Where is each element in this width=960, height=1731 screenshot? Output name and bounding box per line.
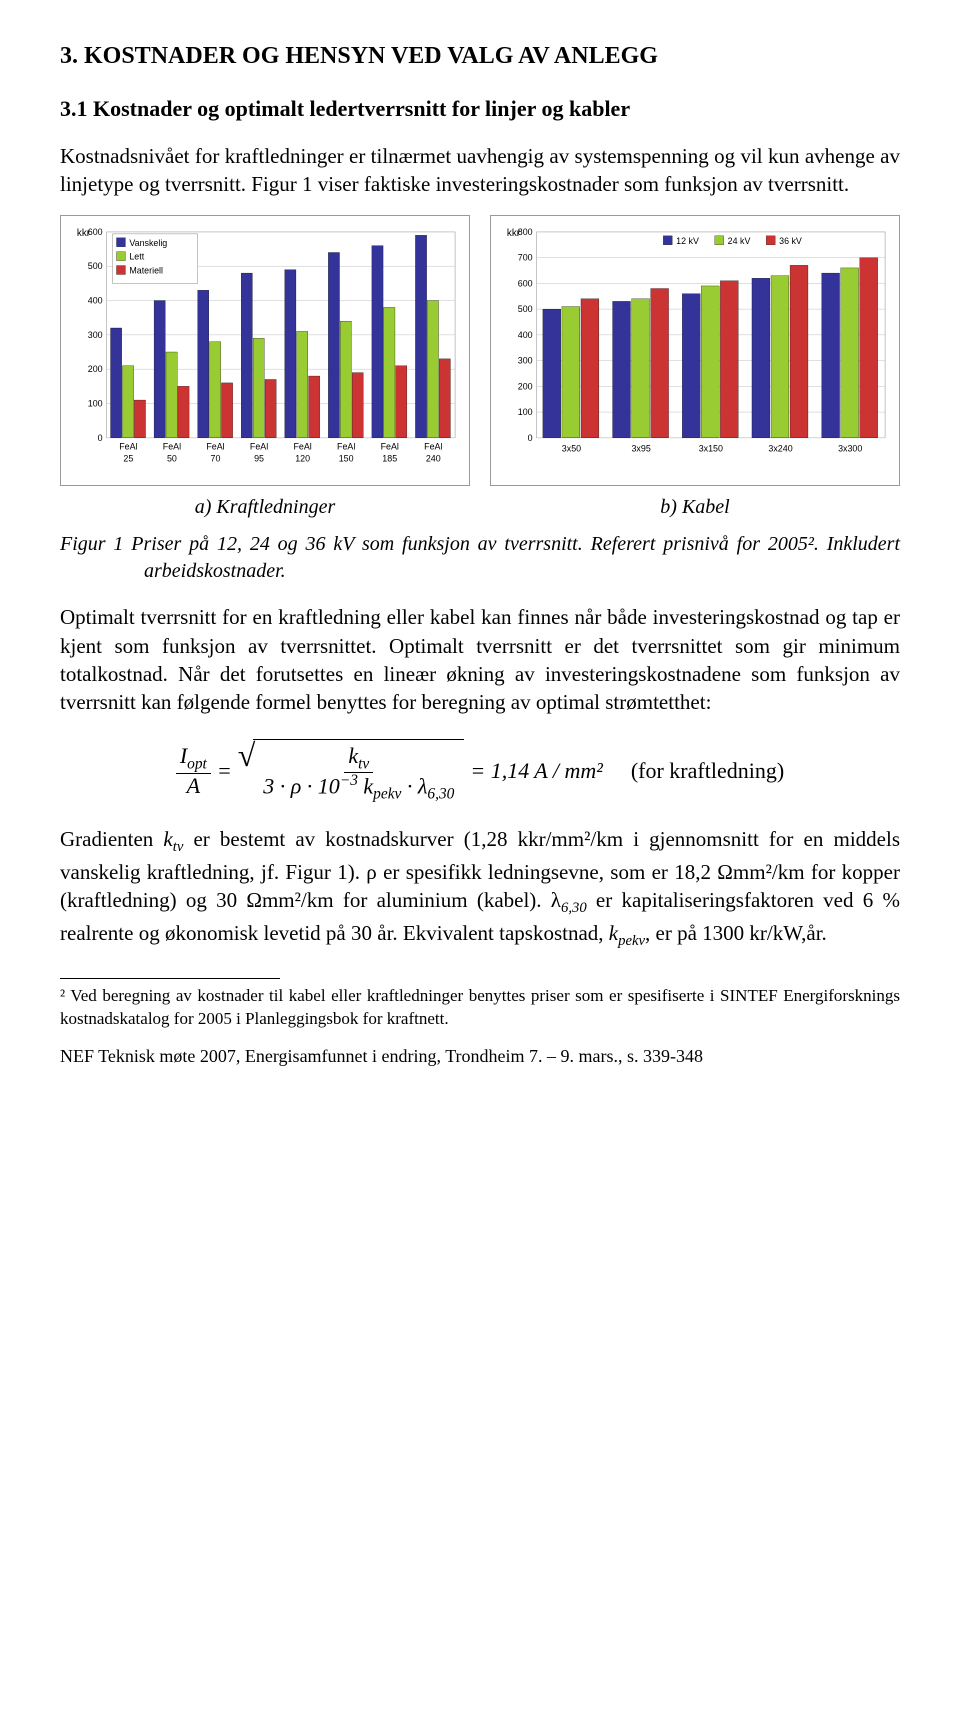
para-1: Kostnadsnivået for kraftledninger er til…	[60, 142, 900, 199]
svg-text:3x300: 3x300	[838, 443, 862, 453]
svg-text:FeAl: FeAl	[206, 441, 224, 451]
svg-text:36 kV: 36 kV	[779, 236, 802, 246]
formula: Iopt A = √ ktv 3 · ρ · 10−3 kpekv · λ6,3…	[176, 739, 603, 803]
footnote: ² Ved beregning av kostnader til kabel e…	[60, 985, 900, 1029]
para-3: Gradienten ktv er bestemt av kostnadskur…	[60, 825, 900, 952]
svg-text:3x150: 3x150	[699, 443, 723, 453]
caption-row: a) Kraftledninger b) Kabel	[60, 494, 900, 521]
svg-text:12 kV: 12 kV	[676, 236, 699, 246]
chart-b-svg: 0100200300400500600700800kkr3x503x953x15…	[497, 222, 893, 479]
svg-text:200: 200	[88, 364, 103, 374]
heading-main: 3. KOSTNADER OG HENSYN VED VALG AV ANLEG…	[60, 40, 900, 72]
svg-text:300: 300	[88, 330, 103, 340]
svg-text:120: 120	[295, 453, 310, 463]
svg-text:Vanskelig: Vanskelig	[129, 238, 167, 248]
svg-text:FeAl: FeAl	[163, 441, 181, 451]
chart-a-svg: 0100200300400500600kkrFeAl25FeAl50FeAl70…	[67, 222, 463, 479]
svg-text:300: 300	[518, 355, 533, 365]
formula-note: (for kraftledning)	[631, 756, 784, 786]
svg-text:3x95: 3x95	[632, 443, 651, 453]
svg-text:FeAl: FeAl	[337, 441, 355, 451]
svg-text:240: 240	[426, 453, 441, 463]
chart-a-box: 0100200300400500600kkrFeAl25FeAl50FeAl70…	[60, 215, 470, 486]
svg-text:3x50: 3x50	[562, 443, 581, 453]
svg-text:FeAl: FeAl	[293, 441, 311, 451]
svg-text:95: 95	[254, 453, 264, 463]
svg-text:24 kV: 24 kV	[728, 236, 751, 246]
svg-text:100: 100	[518, 407, 533, 417]
formula-row: Iopt A = √ ktv 3 · ρ · 10−3 kpekv · λ6,3…	[60, 739, 900, 803]
svg-text:200: 200	[518, 381, 533, 391]
svg-text:70: 70	[211, 453, 221, 463]
svg-text:FeAl: FeAl	[119, 441, 137, 451]
svg-text:400: 400	[518, 330, 533, 340]
svg-text:FeAl: FeAl	[424, 441, 442, 451]
svg-text:FeAl: FeAl	[250, 441, 268, 451]
charts-row: 0 100 200 300 400 500 600 kkr FeAl 25 FeAl 50 FeAl 70…	[60, 215, 900, 486]
svg-text:25: 25	[123, 453, 133, 463]
svg-text:kkr: kkr	[77, 228, 91, 239]
svg-text:400: 400	[88, 295, 103, 305]
svg-text:100: 100	[88, 398, 103, 408]
svg-text:600: 600	[518, 278, 533, 288]
svg-text:500: 500	[518, 304, 533, 314]
svg-text:Lett: Lett	[129, 251, 144, 261]
svg-text:3x240: 3x240	[768, 443, 792, 453]
para-2: Optimalt tverrsnitt for en kraftledning …	[60, 603, 900, 716]
svg-text:700: 700	[518, 252, 533, 262]
svg-text:FeAl: FeAl	[381, 441, 399, 451]
svg-text:185: 185	[382, 453, 397, 463]
caption-a: a) Kraftledninger	[60, 494, 470, 521]
svg-text:500: 500	[88, 261, 103, 271]
svg-text:Materiell: Materiell	[129, 265, 163, 275]
svg-text:50: 50	[167, 453, 177, 463]
heading-sub: 3.1 Kostnader og optimalt ledertverrsnit…	[60, 94, 900, 124]
caption-b: b) Kabel	[490, 494, 900, 521]
footnote-separator	[60, 978, 280, 979]
svg-text:kkr: kkr	[507, 228, 521, 239]
chart-b-box: 0100200300400500600700800kkr3x503x953x15…	[490, 215, 900, 486]
svg-text:150: 150	[339, 453, 354, 463]
footer: NEF Teknisk møte 2007, Energisamfunnet i…	[60, 1044, 900, 1068]
svg-text:0: 0	[98, 433, 103, 443]
svg-text:0: 0	[528, 433, 533, 443]
figure-caption: Figur 1 Priser på 12, 24 og 36 kV som fu…	[60, 531, 900, 585]
